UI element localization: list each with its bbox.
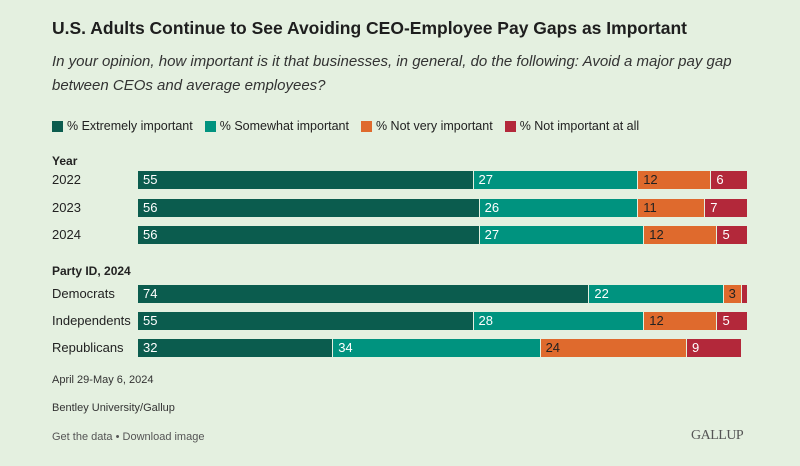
legend-item: % Somewhat important — [204, 119, 349, 133]
legend-swatch — [504, 120, 516, 132]
legend-label: % Somewhat important — [219, 119, 349, 133]
legend-item: % Not important at all — [504, 119, 640, 133]
stacked-bar: 56 27 12 5 — [138, 226, 748, 244]
stacked-bar: 32 34 24 9 — [138, 339, 742, 357]
stacked-bar: 74 22 3 — [138, 285, 748, 303]
legend-swatch — [52, 120, 63, 132]
bar-segment: 74 — [138, 285, 590, 303]
bar-segment: 12 — [644, 226, 718, 244]
bar-segment: 3 — [723, 285, 742, 303]
bar-segment: 11 — [638, 199, 706, 217]
legend-label: % Not very important — [375, 119, 493, 133]
bar-segment: 27 — [473, 171, 639, 189]
group-label: Year — [52, 154, 78, 168]
stacked-bar: 55 28 12 5 — [138, 312, 748, 330]
bar-segment: 34 — [333, 339, 541, 357]
bar-segment: 5 — [717, 226, 748, 244]
row-label: Democrats — [52, 286, 115, 301]
footer-links: Get the data • Download image — [52, 431, 204, 443]
legend-item: % Not very important — [360, 119, 493, 133]
stacked-bar: 55 27 12 6 — [138, 171, 748, 189]
bar-segment: 22 — [589, 285, 724, 303]
get-data-link[interactable]: Get the data — [52, 431, 113, 443]
group-label: Party ID, 2024 — [52, 264, 131, 278]
bar-segment: 32 — [138, 339, 334, 357]
bar-segment: 55 — [138, 312, 474, 330]
row-label: 2023 — [52, 200, 81, 215]
legend-swatch — [360, 120, 372, 132]
bar-segment: 56 — [138, 226, 480, 244]
row-label: Independents — [52, 313, 131, 328]
separator: • — [112, 431, 123, 443]
stacked-bar: 56 26 11 7 — [138, 199, 748, 217]
legend: % Extremely important % Somewhat importan… — [52, 119, 639, 133]
bar-segment: 26 — [479, 199, 639, 217]
bar-segment: 27 — [479, 226, 645, 244]
bar-segment: 12 — [638, 171, 712, 189]
bar-segment: 28 — [473, 312, 645, 330]
bar-segment: 6 — [711, 171, 748, 189]
legend-label: % Extremely important — [67, 119, 193, 133]
legend-label: % Not important at all — [519, 119, 640, 133]
bar-segment: 9 — [686, 339, 742, 357]
row-label: 2022 — [52, 172, 81, 187]
bar-segment: 24 — [540, 339, 687, 357]
legend-swatch — [204, 120, 216, 132]
bar-segment: 12 — [644, 312, 718, 330]
field-date: April 29-May 6, 2024 — [52, 374, 154, 386]
row-label: 2024 — [52, 227, 81, 242]
source: Bentley University/Gallup — [52, 402, 175, 414]
bar-segment: 55 — [138, 171, 474, 189]
bar-segment: 5 — [717, 312, 748, 330]
bar-segment: 7 — [705, 199, 748, 217]
chart-subtitle: In your opinion, how important is it tha… — [52, 53, 732, 94]
bar-segment — [741, 285, 748, 303]
chart-title: U.S. Adults Continue to See Avoiding CEO… — [52, 18, 687, 38]
row-label: Republicans — [52, 340, 124, 355]
bar-segment: 56 — [138, 199, 480, 217]
download-image-link[interactable]: Download image — [122, 431, 205, 443]
legend-item: % Extremely important — [52, 119, 193, 133]
gallup-logo: GALLUP — [691, 428, 744, 443]
